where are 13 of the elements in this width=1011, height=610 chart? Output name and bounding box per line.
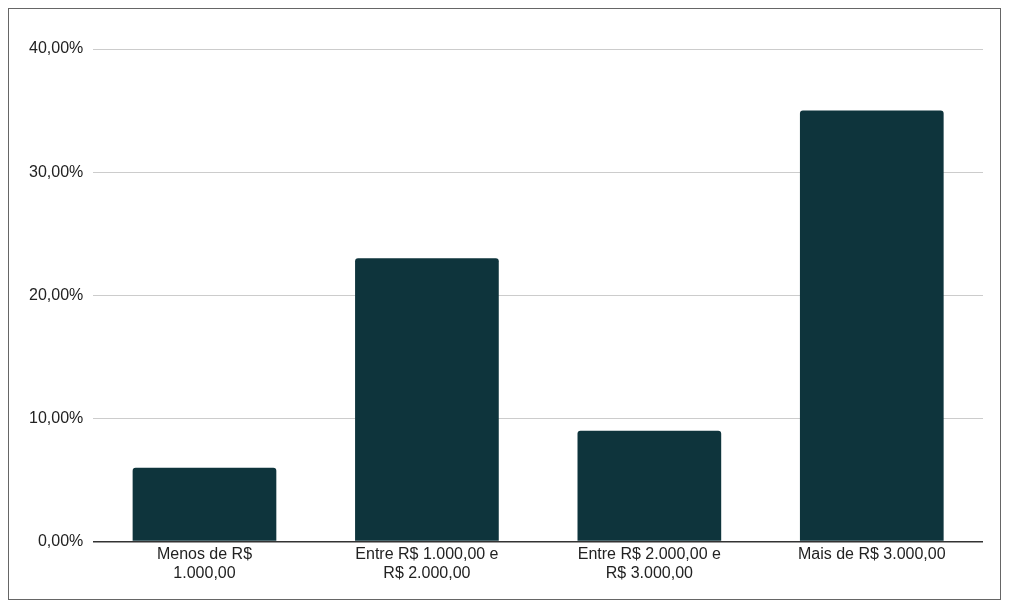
bar [355,258,499,541]
x-tick-label: Entre R$ 1.000,00 e R$ 2.000,00 [355,544,499,581]
y-tick-label: 40,00% [29,39,84,57]
x-tick-label: Mais de R$ 3.000,00 [797,544,946,562]
y-tick-label: 30,00% [29,162,84,180]
bar [132,467,277,541]
y-tick-label: 10,00% [29,408,84,426]
bar [577,430,722,541]
bar [799,110,944,541]
y-tick-label: 0,00% [37,532,84,550]
y-tick-label: 20,00% [29,285,84,303]
x-tick-label: Entre R$ 2.000,00 e R$ 3.000,00 [577,544,722,581]
x-tick-label: Menos de R$ 1.000,00 [156,544,253,581]
